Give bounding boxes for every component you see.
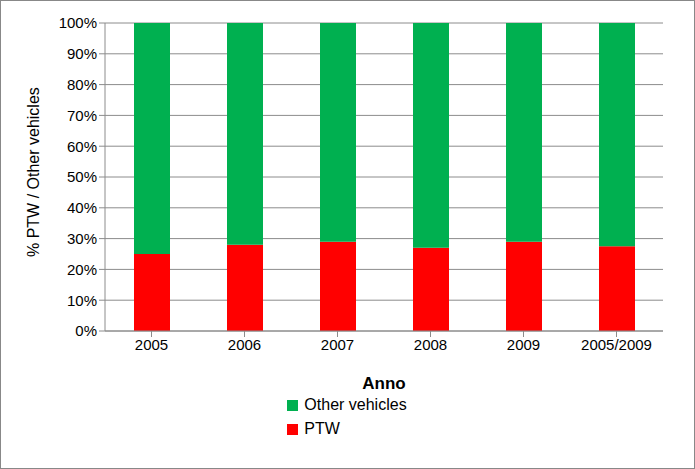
svg-text:2005: 2005	[135, 336, 168, 353]
svg-text:10%: 10%	[67, 292, 97, 309]
svg-text:2005/2009: 2005/2009	[581, 336, 652, 353]
html-text:Other vehicles: Other vehicles	[304, 396, 407, 413]
svg-text:2006: 2006	[228, 336, 261, 353]
svg-text:50%: 50%	[67, 168, 97, 185]
svg-text:80%: 80%	[67, 76, 97, 93]
svg-text:Anno: Anno	[362, 374, 405, 393]
svg-text:% PTW / Other vehicles: % PTW / Other vehicles	[25, 87, 42, 257]
html-text:PTW: PTW	[304, 420, 340, 437]
svg-text:100%: 100%	[59, 14, 97, 31]
svg-text:30%: 30%	[67, 230, 97, 247]
svg-text:2008: 2008	[414, 336, 447, 353]
svg-text:2007: 2007	[321, 336, 354, 353]
svg-text:70%: 70%	[67, 107, 97, 124]
svg-text:60%: 60%	[67, 138, 97, 155]
svg-text:2009: 2009	[507, 336, 540, 353]
svg-text:0%: 0%	[75, 322, 97, 339]
svg-text:20%: 20%	[67, 261, 97, 278]
svg-text:40%: 40%	[67, 199, 97, 216]
svg-text:90%: 90%	[67, 45, 97, 62]
